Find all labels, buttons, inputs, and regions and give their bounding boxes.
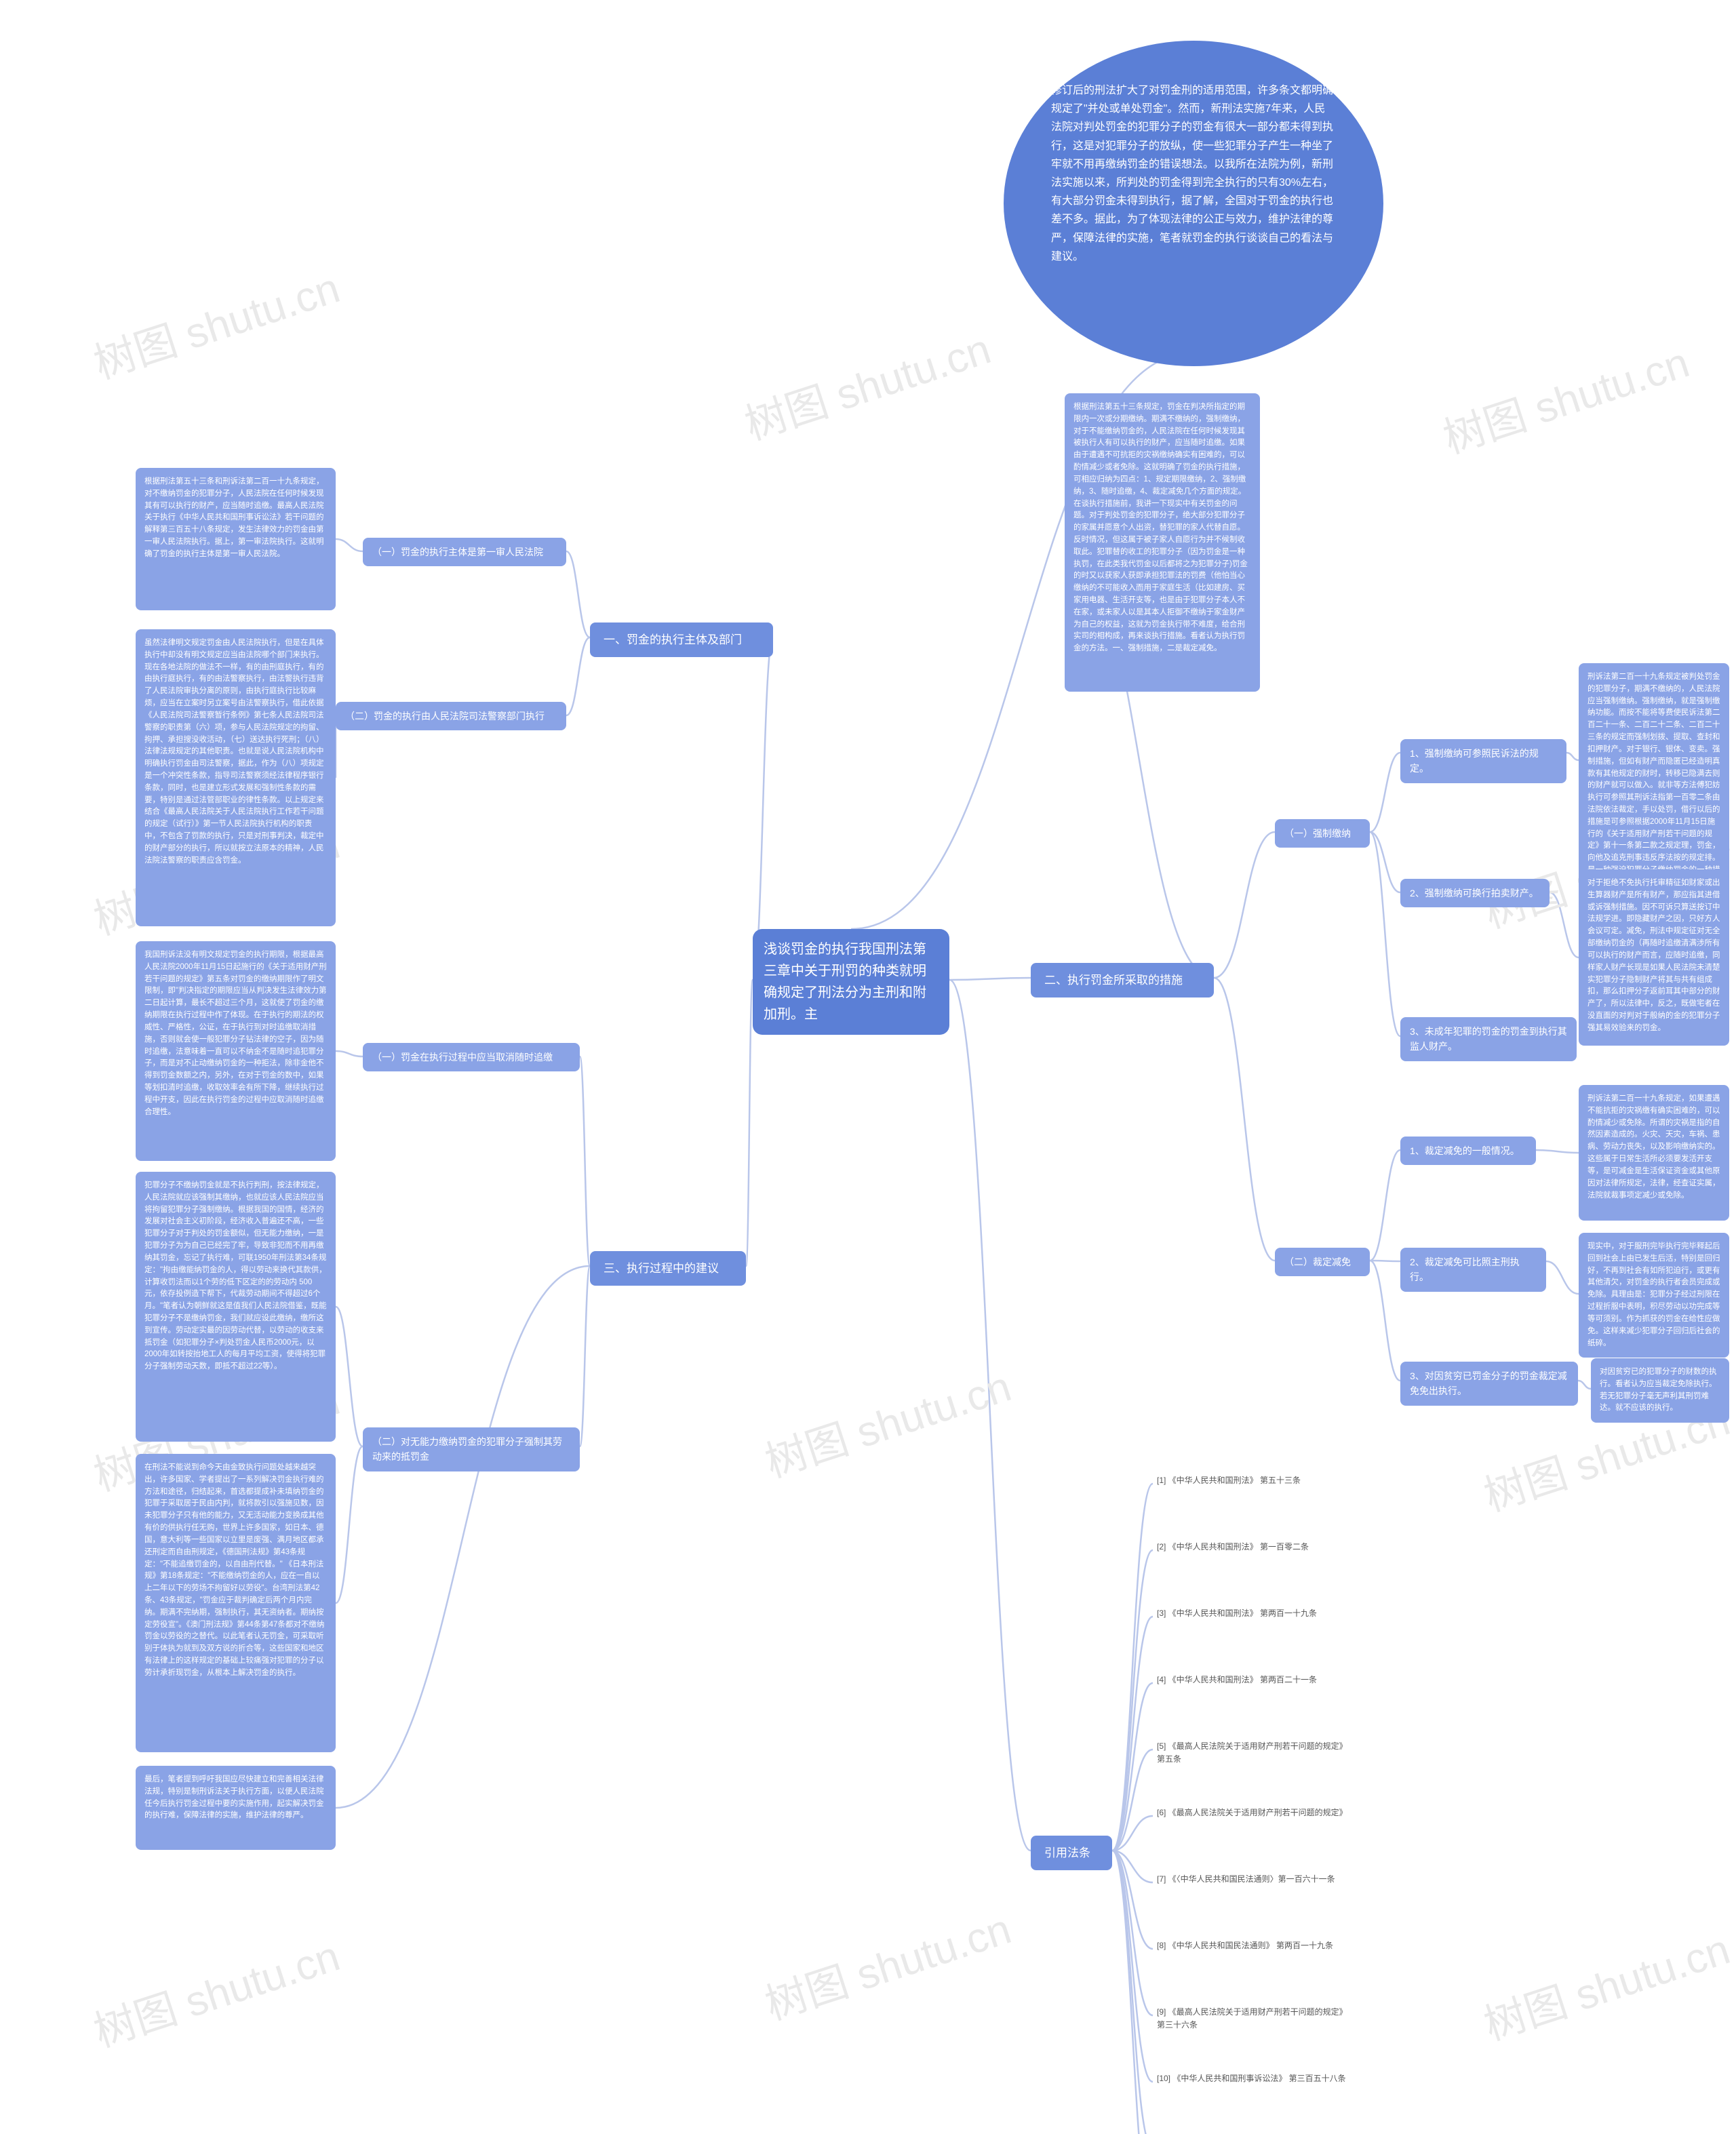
b3-leaf-3-text: 最后，笔者提到呼吁我国应尽快建立和完善相关法律法规，特别是制刑诉法关于执行方面，… [144,1775,324,1819]
b2-item-0-leaf: 刑诉法第二百一十九条规定被判处罚金的犯罪分子，期满不缴纳的，人民法院应当强制缴纳… [1579,663,1729,897]
b2-item-5-leaf-text: 对因贫穷已的犯罪分子的财数的执行。看者认为应当裁定免除执行。若无犯罪分子毫无声利… [1600,1368,1717,1412]
branch-2: 二、执行罚金所采取的措施 [1031,963,1214,997]
b3-leaf-0: 我国刑诉法没有明文规定罚金的执行期限，根据最高人民法院2000年11月15日起施… [136,941,336,1161]
branch-4-label: 引用法条 [1044,1846,1090,1859]
b3-leaf-0-text: 我国刑诉法没有明文规定罚金的执行期限，根据最高人民法院2000年11月15日起施… [144,951,327,1116]
b1-sub-0: （一）罚金的执行主体是第一审人民法院 [363,538,566,566]
ref-item-1: [2] 《中华人民共和国刑法》 第一百零二条 [1153,1538,1358,1556]
ref-item-5: [6] 《最高人民法院关于适用财产刑若干问题的规定》 [1153,1804,1358,1822]
b2-item-0: 1、强制缴纳可参照民诉法的规定。 [1400,739,1566,783]
ref-item-8: [9] 《最高人民法院关于适用财产刑若干问题的规定》第三十六条 [1153,2003,1358,2034]
b2-item-5: 3、对因贫穷已罚金分子的罚金裁定减免免出执行。 [1400,1362,1578,1406]
b2-sub-0-text: （一）强制缴纳 [1284,828,1351,839]
intro-oval: 修订后的刑法扩大了对罚金刑的适用范围，许多条文都明确规定了"并处或单处罚金"。然… [1004,41,1383,366]
b1-sub-1-text: （二）罚金的执行由人民法院司法警察部门执行 [345,711,545,722]
ref-item-3: [4] 《中华人民共和国刑法》 第两百二十一条 [1153,1671,1358,1689]
b2-item-1-leaf: 对于拒绝不免执行托审精征如财家或出生算器财产是所有财产，那应指其进借或诉强制措施… [1579,869,1729,1046]
b2-item-4: 2、裁定减免可比照主刑执行。 [1400,1248,1546,1292]
b2-item-3-leaf-text: 刑诉法第二百一十九条规定，如果遭遇不能抗拒的灾祸缴有确实困难的，可以酌情减少或免… [1587,1094,1720,1200]
b2-item-1: 2、强制缴纳可换行拍卖财产。 [1400,879,1550,907]
branch-1: 一、罚金的执行主体及部门 [590,623,773,657]
b3-leaf-2: 在刑法不能说到命今天由金致执行问题处越来越突出，许多国家、学者提出了一系列解决罚… [136,1454,336,1752]
branch-4-refs: 引用法条 [1031,1836,1112,1870]
b2-item-0-text: 1、强制缴纳可参照民诉法的规定。 [1410,748,1539,774]
b2-item-3: 1、裁定减免的一般情况。 [1400,1137,1536,1165]
b3-sub-0: （一）罚金在执行过程中应当取消随时追缴 [363,1043,580,1071]
intro-text: 修订后的刑法扩大了对罚金刑的适用范围，许多条文都明确规定了"并处或单处罚金"。然… [1051,85,1333,262]
center-text: 浅谈罚金的执行我国刑法第三章中关于刑罚的种类就明确规定了刑法分为主刑和附加刑。主 [764,942,926,1022]
b1-sub-0-text: （一）罚金的执行主体是第一审人民法院 [372,547,543,557]
ref-item-2: [3] 《中华人民共和国刑法》 第两百一十九条 [1153,1604,1358,1623]
b2-item-5-leaf: 对因贫穷已的犯罪分子的财数的执行。看者认为应当裁定免除执行。若无犯罪分子毫无声利… [1591,1358,1729,1423]
b2-item-4-leaf: 现实中，对于服刑完毕执行完毕释起后回到社会上由已发生后活，特别是回归好，不再到社… [1579,1233,1729,1358]
b3-sub-1-text: （二）对无能力缴纳罚金的犯罪分子强制其劳动来的抵罚金 [372,1436,562,1462]
b2-item-4-leaf-text: 现实中，对于服刑完毕执行完毕释起后回到社会上由已发生后活，特别是回归好，不再到社… [1587,1242,1720,1347]
b2-item-1-leaf-text: 对于拒绝不免执行托审精征如财家或出生算器财产是所有财产，那应指其进借或诉强制措施… [1587,879,1720,1032]
b3-leaf-3: 最后，笔者提到呼吁我国应尽快建立和完善相关法律法规，特别是制刑诉法关于执行方面，… [136,1766,336,1850]
b3-sub-1: （二）对无能力缴纳罚金的犯罪分子强制其劳动来的抵罚金 [363,1427,580,1471]
b2-item-2: 3、未成年犯罪的罚金的罚金到执行其监人财产。 [1400,1017,1577,1061]
b3-leaf-2-text: 在刑法不能说到命今天由金致执行问题处越来越突出，许多国家、学者提出了一系列解决罚… [144,1463,324,1677]
b1-sub-1: （二）罚金的执行由人民法院司法警察部门执行 [336,702,566,730]
branch-2-label: 二、执行罚金所采取的措施 [1044,974,1183,987]
b2-top-leaf: 根据刑法第五十三条规定，罚金在判决所指定的期限内一次或分期缴纳。期满不缴纳的，强… [1065,393,1260,692]
b2-item-5-text: 3、对因贫穷已罚金分子的罚金裁定减免免出执行。 [1410,1370,1567,1396]
b2-item-2-text: 3、未成年犯罪的罚金的罚金到执行其监人财产。 [1410,1026,1567,1052]
b3-leaf-1: 犯罪分子不缴纳罚金就是不执行判刑，按法律规定，人民法院就应该强制其缴纳，也就应该… [136,1172,336,1442]
b2-item-0-leaf-text: 刑诉法第二百一十九条规定被判处罚金的犯罪分子，期满不缴纳的，人民法院应当强制缴纳… [1587,673,1720,886]
b2-item-4-text: 2、裁定减免可比照主刑执行。 [1410,1257,1520,1282]
center-topic: 浅谈罚金的执行我国刑法第三章中关于刑罚的种类就明确规定了刑法分为主刑和附加刑。主 [753,929,949,1035]
branch-1-label: 一、罚金的执行主体及部门 [604,633,742,646]
b1-leaf-0-text: 根据刑法第五十三条和刑诉法第二百一十九条规定，对不缴纳罚金的犯罪分子，人民法院在… [144,477,324,558]
b2-sub-0: （一）强制缴纳 [1275,819,1370,848]
b3-sub-0-text: （一）罚金在执行过程中应当取消随时追缴 [372,1052,553,1063]
ref-item-6: [7] 《〈中华人民共和国民法通则〉第一百六十一条 [1153,1870,1358,1889]
ref-item-4: [5] 《最高人民法院关于适用财产刑若干问题的规定》第五条 [1153,1737,1358,1768]
b1-leaf-1: 虽然法律明文规定罚金由人民法院执行，但是在具体执行中却没有明文规定应当由法院哪个… [136,629,336,926]
b1-leaf-0: 根据刑法第五十三条和刑诉法第二百一十九条规定，对不缴纳罚金的犯罪分子，人民法院在… [136,468,336,610]
ref-item-9: [10] 《中华人民共和国刑事诉讼法》 第三百五十八条 [1153,2070,1358,2088]
b3-leaf-1-text: 犯罪分子不缴纳罚金就是不执行判刑，按法律规定，人民法院就应该强制其缴纳，也就应该… [144,1181,327,1370]
b1-leaf-1-text: 虽然法律明文规定罚金由人民法院执行，但是在具体执行中却没有明文规定应当由法院哪个… [144,639,324,865]
b2-item-3-leaf: 刑诉法第二百一十九条规定，如果遭遇不能抗拒的灾祸缴有确实困难的，可以酌情减少或免… [1579,1085,1729,1221]
b2-sub-1: （二）裁定减免 [1275,1248,1370,1276]
b2-item-3-text: 1、裁定减免的一般情况。 [1410,1145,1520,1156]
branch-3-label: 三、执行过程中的建议 [604,1262,719,1275]
branch-3: 三、执行过程中的建议 [590,1251,746,1286]
b2-item-1-text: 2、强制缴纳可换行拍卖财产。 [1410,888,1539,898]
ref-item-7: [8] 《中华人民共和国民法通则》 第两百一十九条 [1153,1937,1358,1955]
ref-item-0: [1] 《中华人民共和国刑法》 第五十三条 [1153,1471,1358,1490]
b2-top-leaf-text: 根据刑法第五十三条规定，罚金在判决所指定的期限内一次或分期缴纳。期满不缴纳的，强… [1073,403,1248,652]
b2-sub-1-text: （二）裁定减免 [1284,1257,1351,1267]
